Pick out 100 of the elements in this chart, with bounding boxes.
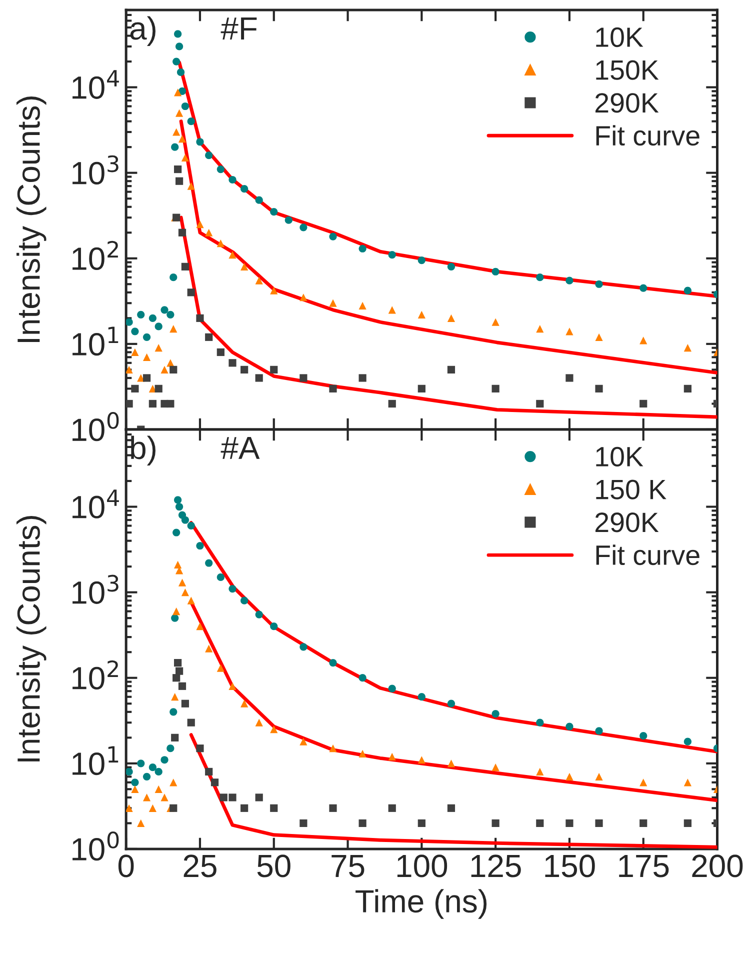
point bbox=[171, 693, 179, 701]
point bbox=[196, 542, 204, 550]
point bbox=[418, 693, 426, 701]
point bbox=[142, 772, 151, 780]
legend-label: 290K bbox=[595, 512, 659, 532]
point bbox=[220, 794, 228, 802]
point bbox=[228, 682, 236, 690]
point bbox=[536, 274, 544, 282]
point bbox=[154, 322, 162, 330]
point bbox=[418, 256, 426, 264]
y-axis-title: Intensity (Counts) bbox=[16, 516, 46, 762]
point bbox=[358, 819, 366, 828]
point bbox=[131, 778, 139, 786]
point bbox=[187, 288, 195, 296]
point bbox=[181, 588, 190, 596]
point bbox=[388, 684, 396, 692]
point bbox=[300, 738, 308, 746]
point bbox=[566, 374, 574, 382]
point bbox=[492, 268, 500, 276]
x-tick-label: 25 bbox=[184, 854, 216, 878]
point bbox=[174, 165, 182, 174]
point bbox=[160, 794, 168, 802]
legend-label: 10K bbox=[596, 27, 644, 48]
point bbox=[595, 727, 603, 735]
point bbox=[126, 366, 133, 374]
point bbox=[166, 744, 174, 752]
line-series bbox=[189, 733, 718, 849]
point bbox=[205, 559, 213, 567]
point bbox=[388, 306, 396, 314]
point bbox=[684, 286, 692, 294]
point bbox=[640, 732, 648, 740]
point bbox=[358, 750, 366, 758]
point bbox=[566, 328, 574, 336]
y-tick-label: 10$^{1}$ bbox=[72, 326, 118, 356]
point bbox=[170, 778, 178, 786]
point bbox=[329, 299, 337, 307]
point bbox=[126, 318, 133, 326]
point bbox=[388, 752, 396, 760]
y-tick-label: 10$^{3}$ bbox=[72, 155, 118, 184]
point bbox=[447, 804, 456, 812]
legend-label: Fit curve bbox=[596, 125, 700, 146]
point bbox=[447, 366, 456, 374]
point bbox=[595, 384, 603, 392]
point bbox=[205, 228, 213, 236]
point bbox=[170, 708, 178, 716]
point bbox=[255, 196, 263, 204]
point bbox=[131, 785, 139, 793]
point bbox=[142, 794, 151, 802]
point bbox=[684, 344, 692, 352]
point bbox=[172, 58, 180, 66]
y-tick-label: 10$^{0}$ bbox=[72, 831, 119, 861]
point bbox=[172, 674, 180, 682]
point bbox=[492, 764, 500, 772]
legend-label: Fit curve bbox=[596, 544, 700, 566]
point bbox=[137, 819, 145, 828]
y-axis-title: Intensity (Counts) bbox=[16, 96, 46, 342]
point bbox=[329, 744, 337, 752]
point bbox=[492, 710, 500, 718]
point bbox=[418, 310, 426, 318]
point bbox=[566, 276, 574, 284]
point bbox=[142, 353, 151, 361]
point bbox=[187, 118, 195, 126]
point bbox=[205, 152, 213, 160]
point bbox=[492, 819, 500, 828]
point bbox=[142, 333, 151, 341]
point bbox=[126, 804, 133, 812]
point bbox=[170, 804, 178, 812]
point bbox=[175, 42, 184, 50]
point bbox=[640, 819, 648, 828]
point bbox=[388, 400, 396, 408]
legend-label: 150 K bbox=[596, 480, 666, 500]
point bbox=[228, 584, 236, 593]
point bbox=[187, 522, 195, 530]
y-tick-label: 10$^{4}$ bbox=[72, 490, 119, 518]
point bbox=[255, 374, 263, 382]
point bbox=[171, 734, 179, 742]
point bbox=[388, 251, 396, 259]
point bbox=[270, 208, 278, 216]
y-tick-label: 10$^{3}$ bbox=[72, 574, 118, 604]
point bbox=[148, 764, 156, 772]
point bbox=[418, 384, 426, 392]
point bbox=[447, 700, 456, 708]
point bbox=[492, 384, 500, 392]
point bbox=[205, 333, 213, 341]
point bbox=[174, 496, 182, 504]
point bbox=[684, 384, 692, 392]
point bbox=[181, 262, 190, 270]
point bbox=[566, 772, 574, 780]
point bbox=[170, 366, 178, 374]
line-series bbox=[179, 120, 718, 375]
point bbox=[300, 374, 308, 382]
point bbox=[640, 778, 648, 786]
point bbox=[154, 344, 162, 352]
x-tick-label: 100 bbox=[397, 854, 448, 878]
point bbox=[171, 614, 179, 622]
point bbox=[137, 310, 145, 318]
y-tick-label: 10$^{2}$ bbox=[72, 660, 118, 690]
point bbox=[216, 664, 224, 672]
point bbox=[447, 314, 456, 322]
point bbox=[536, 819, 544, 828]
